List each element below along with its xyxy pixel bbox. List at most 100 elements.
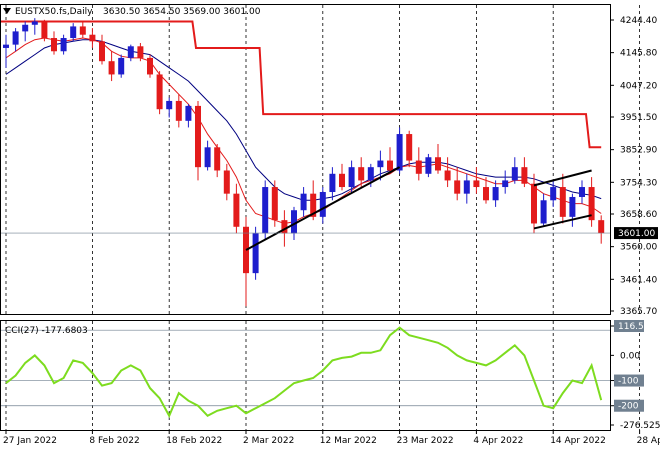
time-tick-label: 4 Apr 2022 (473, 436, 523, 446)
candle-body (175, 100, 182, 121)
candle-body (271, 187, 278, 221)
candle-body (137, 46, 144, 58)
current-price-label: 3601.00 (618, 229, 655, 239)
cci-tick-label: -200 (618, 402, 639, 412)
price-tick-label: 4145.80 (620, 49, 657, 59)
time-tick-label: 28 Apr 2022 (637, 436, 660, 446)
candle (233, 183, 240, 234)
candle-body (358, 167, 365, 181)
candle-body (463, 180, 470, 194)
price-tick-label: 3365.70 (620, 307, 657, 317)
candle-body (396, 134, 403, 171)
ohlc-label: 3630.50 3654.50 3569.00 3601.00 (103, 7, 261, 17)
candle (223, 163, 230, 201)
stop-line-path (1, 20, 602, 149)
candle-body (156, 74, 163, 110)
candle-body (511, 167, 518, 181)
candle-body (406, 134, 413, 161)
candle-body (51, 38, 57, 52)
candle (348, 160, 355, 194)
candle (51, 31, 57, 55)
candle-body (204, 147, 211, 168)
candle-body (502, 180, 509, 188)
candle (147, 54, 153, 78)
time-tick-label: 14 Apr 2022 (550, 436, 606, 446)
candle-body (31, 21, 38, 25)
candle (473, 167, 480, 194)
candle (377, 150, 384, 181)
candle-body (291, 210, 297, 234)
candle (185, 104, 192, 128)
candle (329, 167, 336, 201)
candle (358, 157, 365, 188)
candle-body (483, 187, 489, 201)
time-tick-label: 8 Feb 2022 (89, 436, 139, 446)
cci-label: CCI(27) -177.6803 (5, 326, 88, 336)
candle (271, 180, 278, 227)
cci-indicator (1, 326, 610, 419)
candle-body (12, 31, 19, 45)
main-panel-frame (0, 4, 611, 315)
candle (41, 19, 48, 42)
time-tick-label: 2 Mar 2022 (243, 436, 294, 446)
cci-line (5, 326, 603, 419)
candle-body (540, 200, 547, 224)
candle (588, 177, 595, 227)
candle-body (492, 187, 499, 201)
cci-axis: 116.536 0.00 -100 -200 -276.5253 (610, 320, 660, 431)
candle-body (214, 147, 221, 171)
candle-body (339, 173, 345, 188)
candle (598, 215, 605, 244)
candle (60, 34, 67, 55)
price-tick-label: 3560.00 (620, 243, 657, 253)
time-tick-label: 27 Jan 2022 (3, 436, 57, 446)
candle-body (127, 46, 134, 58)
candle-body (425, 157, 432, 174)
candle (425, 153, 432, 178)
candle-body (185, 105, 192, 121)
candle-body (348, 167, 355, 188)
candle-body (435, 157, 441, 171)
candle (195, 100, 201, 181)
candle-body (377, 160, 384, 168)
current-price-box (614, 227, 658, 240)
time-axis: 27 Jan 2022 8 Feb 2022 18 Feb 2022 2 Mar 20… (3, 430, 660, 446)
price-axis: 4244.40 4145.80 4047.20 3951.50 3852.90 3754.… (610, 16, 658, 317)
price-tick-label: 3754.30 (620, 178, 657, 188)
candle-body (22, 24, 29, 32)
candle (454, 167, 461, 201)
candle-body (281, 220, 288, 234)
candle (319, 187, 326, 224)
candle (483, 177, 489, 204)
candle (531, 173, 537, 234)
candle (252, 226, 259, 280)
trend-line (533, 214, 592, 230)
candle-body (579, 187, 585, 197)
candle (300, 187, 307, 217)
candle-body (223, 170, 230, 194)
candle-body (70, 26, 77, 39)
time-tick-label: 12 Mar 2022 (320, 436, 377, 446)
price-tick-label: 3658.60 (620, 210, 657, 220)
candle (540, 193, 547, 227)
candle (435, 143, 441, 174)
candle (569, 193, 576, 227)
cci-tick-label: 116.536 (618, 322, 655, 332)
cci-tick-label: -100 (618, 377, 639, 387)
candle (521, 157, 528, 188)
triangle-down-icon[interactable] (3, 8, 11, 14)
time-tick-label: 18 Feb 2022 (166, 436, 222, 446)
candle (387, 147, 393, 174)
candle (511, 157, 518, 184)
candle (79, 21, 86, 39)
candle (415, 147, 422, 181)
candle-body (60, 38, 67, 52)
candle (3, 34, 9, 68)
candle-body (473, 180, 480, 188)
candle (339, 163, 345, 191)
candle-body (559, 187, 566, 217)
trend-line (245, 166, 401, 251)
candle-body (588, 187, 595, 221)
candle-body (41, 21, 48, 39)
